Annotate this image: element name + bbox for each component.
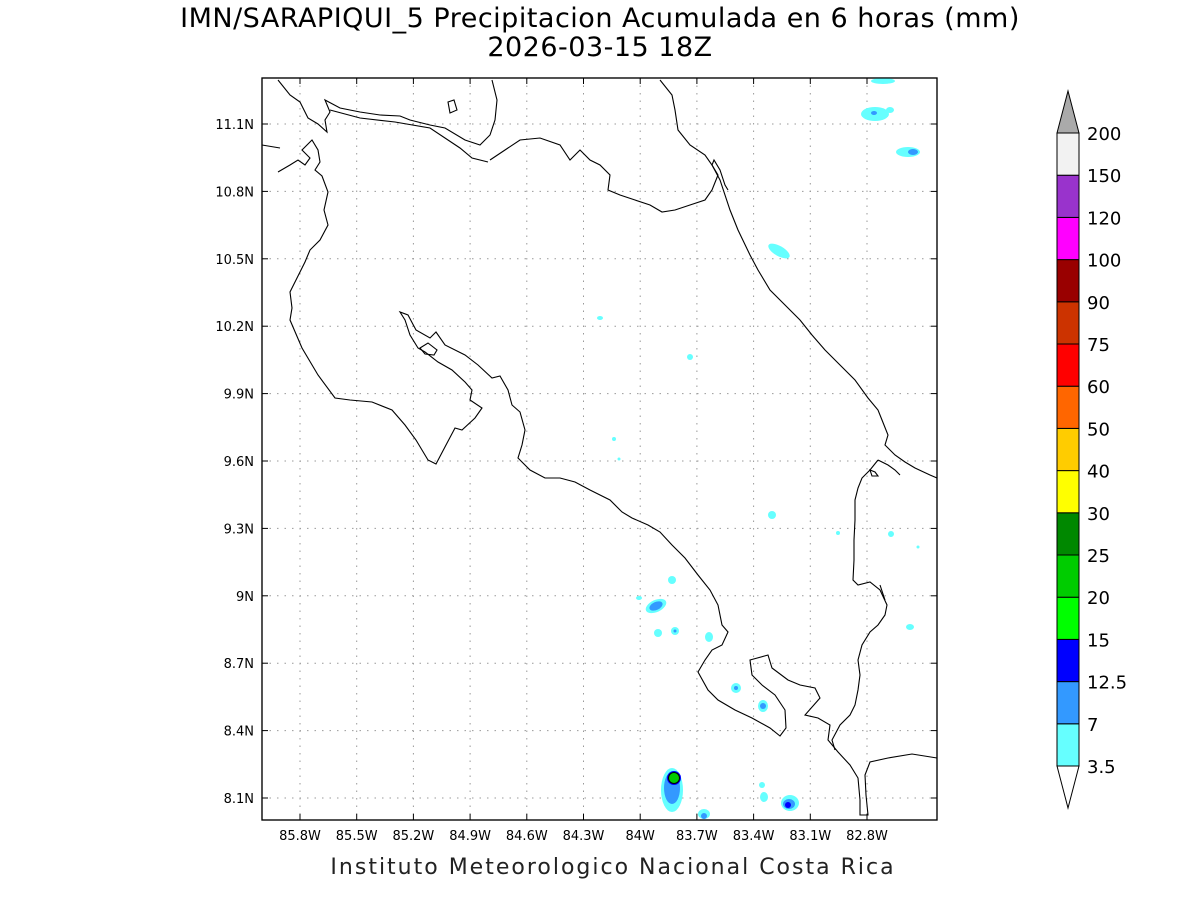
legend-label: 20 <box>1087 588 1110 609</box>
lat-tick-label: 8.4N <box>224 725 254 740</box>
map-frame <box>261 77 938 821</box>
lat-tick-label: 9.6N <box>224 455 254 470</box>
legend-arrow-high <box>1056 89 1080 134</box>
precipitation-contours <box>597 78 920 819</box>
precip-blob <box>785 802 791 808</box>
legend-label: 60 <box>1087 377 1110 398</box>
map-subtitle-datetime: 2026-03-15 18Z <box>487 32 713 63</box>
legend-label: 12.5 <box>1087 673 1127 694</box>
legend-label: 40 <box>1087 462 1110 483</box>
lat-tick-label: 10.8N <box>215 185 254 200</box>
legend-swatch <box>1056 427 1080 472</box>
legend-swatch <box>1056 132 1080 176</box>
latitude-axis: 11.1N 10.8N 10.5N 10.2N 9.9N 9.6N 9.3N 9N 8.7N 8.… <box>215 118 937 807</box>
precip-blob <box>759 782 765 788</box>
legend-swatch <box>1056 385 1080 429</box>
lon-tick-label: 85.8W <box>279 829 321 844</box>
precip-blob <box>760 703 766 709</box>
legend-label: 15 <box>1087 630 1110 651</box>
legend-swatch <box>1056 301 1080 345</box>
legend-label: 150 <box>1087 166 1121 187</box>
legend-arrow-low <box>1056 765 1080 810</box>
precip-blob <box>669 773 679 783</box>
precip-blob <box>871 78 895 84</box>
lat-tick-label: 10.5N <box>215 253 254 268</box>
lon-tick-label: 84.6W <box>506 829 548 844</box>
legend-label: 25 <box>1087 546 1110 567</box>
precip-blob <box>654 629 662 637</box>
lon-tick-label: 83.1W <box>789 829 831 844</box>
precip-blob <box>906 624 914 630</box>
legend-swatch <box>1056 638 1080 683</box>
legend-swatch <box>1056 259 1080 303</box>
legend-label: 3.5 <box>1087 757 1116 778</box>
lon-tick-label: 84.3W <box>563 829 605 844</box>
legend-label: 120 <box>1087 208 1121 229</box>
legend-swatch <box>1056 470 1080 514</box>
color-scale-legend: 3.5 7 12.5 15 20 25 30 40 50 60 75 90 100 120 150 200 <box>1056 89 1127 810</box>
precip-blob <box>668 576 676 584</box>
map-title: IMN/SARAPIQUI_5 Precipitacion Acumulada … <box>180 3 1020 34</box>
nicoya-islet <box>419 342 438 356</box>
lat-tick-label: 9.9N <box>224 388 254 403</box>
lon-tick-label: 83.7W <box>676 829 718 844</box>
legend-swatch <box>1056 174 1080 218</box>
legend-swatch <box>1056 681 1080 725</box>
legend-label: 200 <box>1087 124 1121 145</box>
lat-tick-label: 11.1N <box>215 118 254 133</box>
credit-text: Instituto Meteorologico Nacional Costa R… <box>330 855 896 880</box>
precip-blob <box>916 545 920 549</box>
legend-swatch <box>1056 723 1080 767</box>
precip-blob <box>734 686 738 690</box>
lat-tick-label: 9N <box>236 590 254 605</box>
precip-blob <box>597 316 603 320</box>
legend-label: 90 <box>1087 293 1110 314</box>
precip-blob <box>908 149 918 155</box>
precip-blob <box>886 107 894 113</box>
precip-blob <box>687 354 693 360</box>
lat-tick-label: 10.2N <box>215 320 254 335</box>
legend-label: 50 <box>1087 419 1110 440</box>
lon-tick-label: 85.5W <box>336 829 378 844</box>
precip-blob <box>888 531 894 537</box>
precip-blob <box>649 601 663 611</box>
lon-tick-label: 84.9W <box>449 829 491 844</box>
precip-blob <box>760 792 768 802</box>
coastline <box>261 79 938 816</box>
precip-blob <box>836 531 840 535</box>
longitude-axis: 85.8W 85.5W 85.2W 84.9W 84.6W 84.3W 84W 83.7W 83… <box>279 78 888 844</box>
lat-tick-label: 9.3N <box>224 522 254 537</box>
lon-tick-label: 82.8W <box>846 829 888 844</box>
precip-blob <box>617 457 621 461</box>
precip-blob <box>636 596 642 600</box>
precip-blob <box>871 111 877 115</box>
lon-tick-label: 84W <box>625 829 655 844</box>
precip-blob <box>768 511 776 519</box>
legend-label: 30 <box>1087 504 1110 525</box>
precip-blob <box>673 629 677 633</box>
gridlines <box>262 78 937 820</box>
legend-label: 100 <box>1087 251 1121 272</box>
legend-label: 75 <box>1087 335 1110 356</box>
legend-swatch <box>1056 343 1080 387</box>
legend-swatch <box>1056 216 1080 261</box>
lat-tick-label: 8.7N <box>224 657 254 672</box>
lat-tick-label: 8.1N <box>224 792 254 807</box>
precip-blob <box>705 632 713 642</box>
legend-swatch <box>1056 554 1080 598</box>
legend-label: 7 <box>1087 715 1098 736</box>
lon-tick-label: 83.4W <box>733 829 775 844</box>
precip-blob <box>701 813 707 819</box>
lon-tick-label: 85.2W <box>392 829 434 844</box>
legend-swatch <box>1056 512 1080 556</box>
legend-swatch <box>1056 596 1080 640</box>
precip-blob <box>768 243 790 259</box>
precip-blob <box>612 437 616 441</box>
